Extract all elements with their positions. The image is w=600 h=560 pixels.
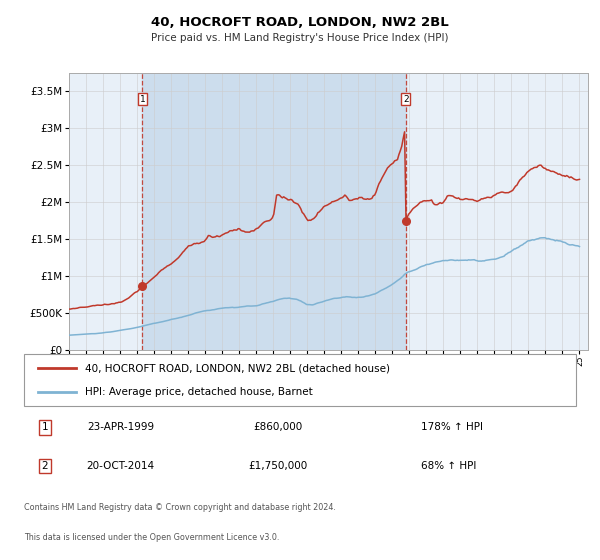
Text: 2: 2 [41,461,48,471]
FancyBboxPatch shape [24,354,576,406]
Text: £860,000: £860,000 [253,422,302,432]
Text: 1: 1 [139,95,145,104]
Text: 178% ↑ HPI: 178% ↑ HPI [421,422,484,432]
Text: 20-OCT-2014: 20-OCT-2014 [86,461,155,471]
Text: 40, HOCROFT ROAD, LONDON, NW2 2BL (detached house): 40, HOCROFT ROAD, LONDON, NW2 2BL (detac… [85,363,390,374]
Text: 40, HOCROFT ROAD, LONDON, NW2 2BL: 40, HOCROFT ROAD, LONDON, NW2 2BL [151,16,449,29]
Bar [142,73,406,350]
Text: This data is licensed under the Open Government Licence v3.0.: This data is licensed under the Open Gov… [24,533,280,543]
Text: £1,750,000: £1,750,000 [248,461,308,471]
Text: 2: 2 [403,95,409,104]
Text: 1: 1 [41,422,48,432]
Text: Contains HM Land Registry data © Crown copyright and database right 2024.: Contains HM Land Registry data © Crown c… [24,503,336,512]
Text: 23-APR-1999: 23-APR-1999 [87,422,154,432]
Text: HPI: Average price, detached house, Barnet: HPI: Average price, detached house, Barn… [85,387,313,397]
Text: Price paid vs. HM Land Registry's House Price Index (HPI): Price paid vs. HM Land Registry's House … [151,33,449,43]
Text: 68% ↑ HPI: 68% ↑ HPI [421,461,477,471]
